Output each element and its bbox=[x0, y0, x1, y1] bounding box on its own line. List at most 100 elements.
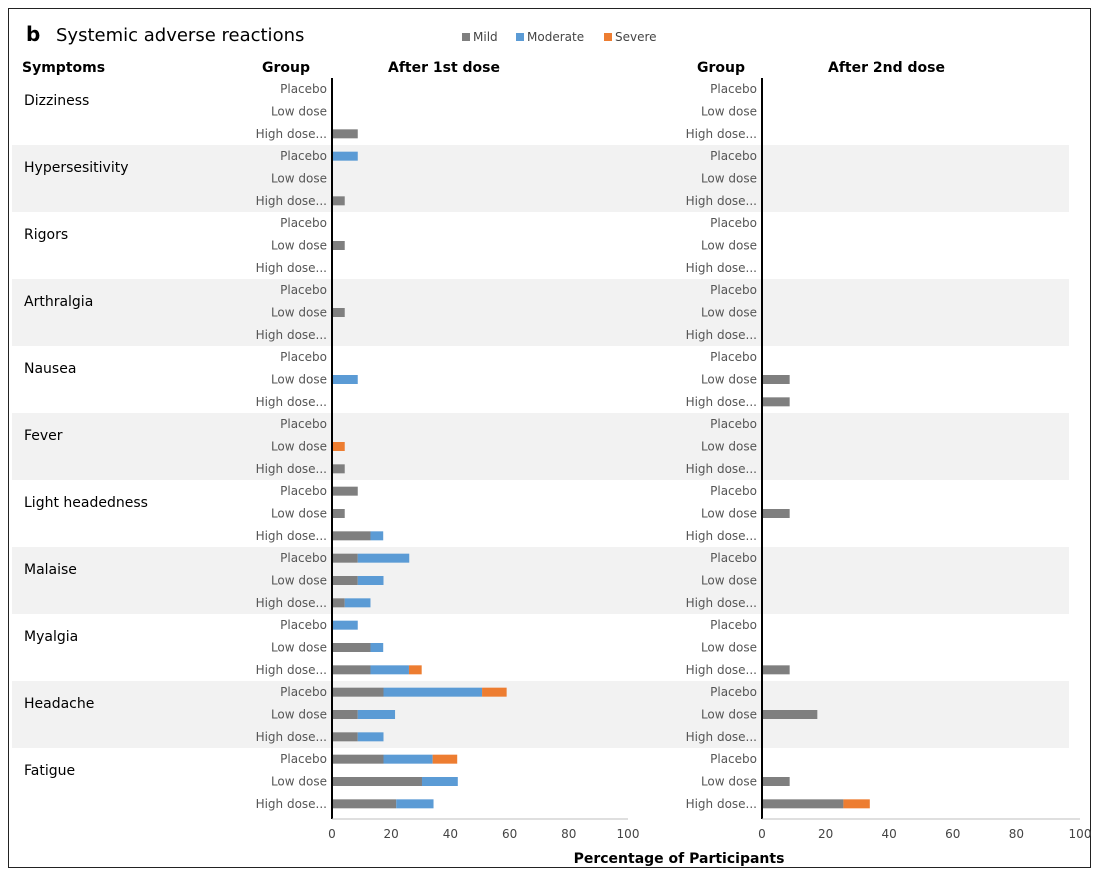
group-label-dose1-dizziness-1: Low dose bbox=[271, 105, 327, 119]
axes: 0 20 40 60 80 100 0 20 40 60 80 100 bbox=[328, 78, 1091, 841]
group-label-dose1-hypersesitivity-1: Low dose bbox=[271, 172, 327, 186]
group-label-dose2-hypersesitivity-0: Placebo bbox=[710, 149, 757, 163]
group-label-dose1-myalgia-2: High dose... bbox=[256, 663, 327, 677]
group-label-dose2-hypersesitivity-1: Low dose bbox=[701, 172, 757, 186]
group-label-dose2-light-headedness-1: Low dose bbox=[701, 507, 757, 521]
legend: Mild Moderate Severe bbox=[462, 30, 657, 44]
group-label-dose2-dizziness-0: Placebo bbox=[710, 82, 757, 96]
group-label-dose1-fatigue-1: Low dose bbox=[271, 775, 327, 789]
group-label-dose2-rigors-2: High dose... bbox=[686, 261, 757, 275]
bar-dose1-headache-1-moderate bbox=[357, 710, 396, 719]
bar-dose1-malaise-0-mild bbox=[332, 553, 358, 563]
bar-dose1-myalgia-2-mild bbox=[332, 665, 371, 675]
bar-dose1-headache-2-mild bbox=[332, 732, 358, 742]
group-header-right: Group bbox=[697, 60, 745, 76]
group-label-dose2-rigors-0: Placebo bbox=[710, 216, 757, 230]
group-label-dose2-headache-0: Placebo bbox=[710, 685, 757, 699]
group-label-dose1-fever-0: Placebo bbox=[280, 417, 327, 431]
group-label-dose2-nausea-1: Low dose bbox=[701, 373, 757, 387]
group-label-dose1-nausea-0: Placebo bbox=[280, 350, 327, 364]
bar-dose1-light-headedness-0-mild bbox=[332, 486, 358, 496]
group-label-dose1-nausea-2: High dose... bbox=[256, 395, 327, 409]
legend-label-moderate: Moderate bbox=[527, 30, 584, 44]
tick-label-dose1-0: 0 bbox=[328, 827, 336, 841]
symptom-label-fever: Fever bbox=[24, 428, 63, 444]
bar-dose1-fatigue-1-moderate bbox=[421, 777, 458, 786]
bar-dose1-fatigue-0-severe bbox=[432, 754, 458, 764]
bar-dose2-fatigue-1-mild bbox=[762, 777, 790, 786]
chart-title: Systemic adverse reactions bbox=[56, 25, 304, 46]
group-label-dose2-nausea-2: High dose... bbox=[686, 395, 757, 409]
group-label-dose2-dizziness-2: High dose... bbox=[686, 127, 757, 141]
group-label-dose1-rigors-2: High dose... bbox=[256, 261, 327, 275]
bar-dose2-nausea-1-mild bbox=[762, 375, 790, 384]
symptom-label-headache: Headache bbox=[24, 696, 94, 712]
symptom-label-light-headedness: Light headedness bbox=[24, 495, 148, 511]
group-label-dose2-light-headedness-2: High dose... bbox=[686, 529, 757, 543]
bar-dose1-fatigue-2-mild bbox=[332, 799, 397, 809]
group-label-dose1-fever-1: Low dose bbox=[271, 440, 327, 454]
symptom-label-dizziness: Dizziness bbox=[24, 93, 89, 109]
x-axis-title: Percentage of Participants bbox=[574, 851, 785, 867]
symptom-label-hypersesitivity: Hypersesitivity bbox=[24, 160, 129, 176]
group-label-dose2-headache-2: High dose... bbox=[686, 730, 757, 744]
group-label-dose1-nausea-1: Low dose bbox=[271, 373, 327, 387]
bar-dose2-light-headedness-1-mild bbox=[762, 509, 790, 518]
tick-label-dose2-80: 80 bbox=[1009, 827, 1024, 841]
band-malaise bbox=[12, 547, 1069, 614]
bar-dose1-rigors-1-mild bbox=[332, 241, 345, 250]
group-label-dose2-malaise-2: High dose... bbox=[686, 596, 757, 610]
group-label-dose2-fatigue-1: Low dose bbox=[701, 775, 757, 789]
chart-rows: Dizziness Placebo Placebo Low dose Low dose H… bbox=[24, 82, 870, 811]
group-label-dose1-myalgia-1: Low dose bbox=[271, 641, 327, 655]
bar-dose1-malaise-1-mild bbox=[332, 576, 358, 585]
group-label-dose1-light-headedness-2: High dose... bbox=[256, 529, 327, 543]
group-label-dose1-fever-2: High dose... bbox=[256, 462, 327, 476]
dose1-header: After 1st dose bbox=[388, 60, 500, 76]
tick-label-dose2-40: 40 bbox=[882, 827, 897, 841]
legend-swatch-severe bbox=[604, 33, 612, 41]
group-label-dose2-hypersesitivity-2: High dose... bbox=[686, 194, 757, 208]
group-label-dose2-dizziness-1: Low dose bbox=[701, 105, 757, 119]
bar-dose1-hypersesitivity-0-moderate bbox=[332, 151, 358, 161]
bar-dose1-fever-1-severe bbox=[332, 442, 345, 451]
group-label-dose1-light-headedness-1: Low dose bbox=[271, 507, 327, 521]
group-label-dose1-arthralgia-1: Low dose bbox=[271, 306, 327, 320]
group-label-dose2-myalgia-1: Low dose bbox=[701, 641, 757, 655]
row-bands bbox=[12, 145, 1069, 748]
group-label-dose2-arthralgia-2: High dose... bbox=[686, 328, 757, 342]
panel-letter: b bbox=[26, 22, 40, 46]
bar-dose1-malaise-2-mild bbox=[332, 598, 345, 608]
group-label-dose2-malaise-1: Low dose bbox=[701, 574, 757, 588]
group-label-dose1-hypersesitivity-2: High dose... bbox=[256, 194, 327, 208]
bar-dose1-light-headedness-1-mild bbox=[332, 509, 345, 518]
bar-dose1-fatigue-0-moderate bbox=[383, 754, 433, 764]
group-header-left: Group bbox=[262, 60, 310, 76]
group-label-dose1-dizziness-0: Placebo bbox=[280, 82, 327, 96]
bar-dose1-malaise-2-moderate bbox=[344, 598, 371, 608]
band-headache bbox=[12, 681, 1069, 748]
bar-dose1-light-headedness-2-mild bbox=[332, 531, 371, 541]
symptom-label-fatigue: Fatigue bbox=[24, 763, 75, 779]
bar-dose1-headache-1-mild bbox=[332, 710, 358, 719]
group-label-dose1-malaise-0: Placebo bbox=[280, 551, 327, 565]
bar-dose1-myalgia-1-moderate bbox=[370, 643, 384, 652]
bar-dose1-arthralgia-1-mild bbox=[332, 308, 345, 317]
bar-dose1-myalgia-2-severe bbox=[408, 665, 422, 675]
group-label-dose1-headache-2: High dose... bbox=[256, 730, 327, 744]
bar-dose1-fever-2-mild bbox=[332, 464, 345, 474]
bar-dose1-hypersesitivity-2-mild bbox=[332, 196, 345, 206]
bar-dose1-myalgia-1-mild bbox=[332, 643, 371, 652]
bar-dose1-light-headedness-2-moderate bbox=[370, 531, 384, 541]
tick-label-dose2-100: 100 bbox=[1069, 827, 1092, 841]
bar-dose2-headache-1-mild bbox=[762, 710, 818, 719]
group-label-dose1-malaise-1: Low dose bbox=[271, 574, 327, 588]
group-label-dose2-fever-0: Placebo bbox=[710, 417, 757, 431]
bar-dose2-nausea-2-mild bbox=[762, 397, 790, 407]
bar-dose1-headache-0-severe bbox=[482, 687, 507, 697]
band-hypersesitivity bbox=[12, 145, 1069, 212]
group-label-dose2-malaise-0: Placebo bbox=[710, 551, 757, 565]
symptom-label-arthralgia: Arthralgia bbox=[24, 294, 93, 310]
tick-label-dose2-0: 0 bbox=[758, 827, 766, 841]
